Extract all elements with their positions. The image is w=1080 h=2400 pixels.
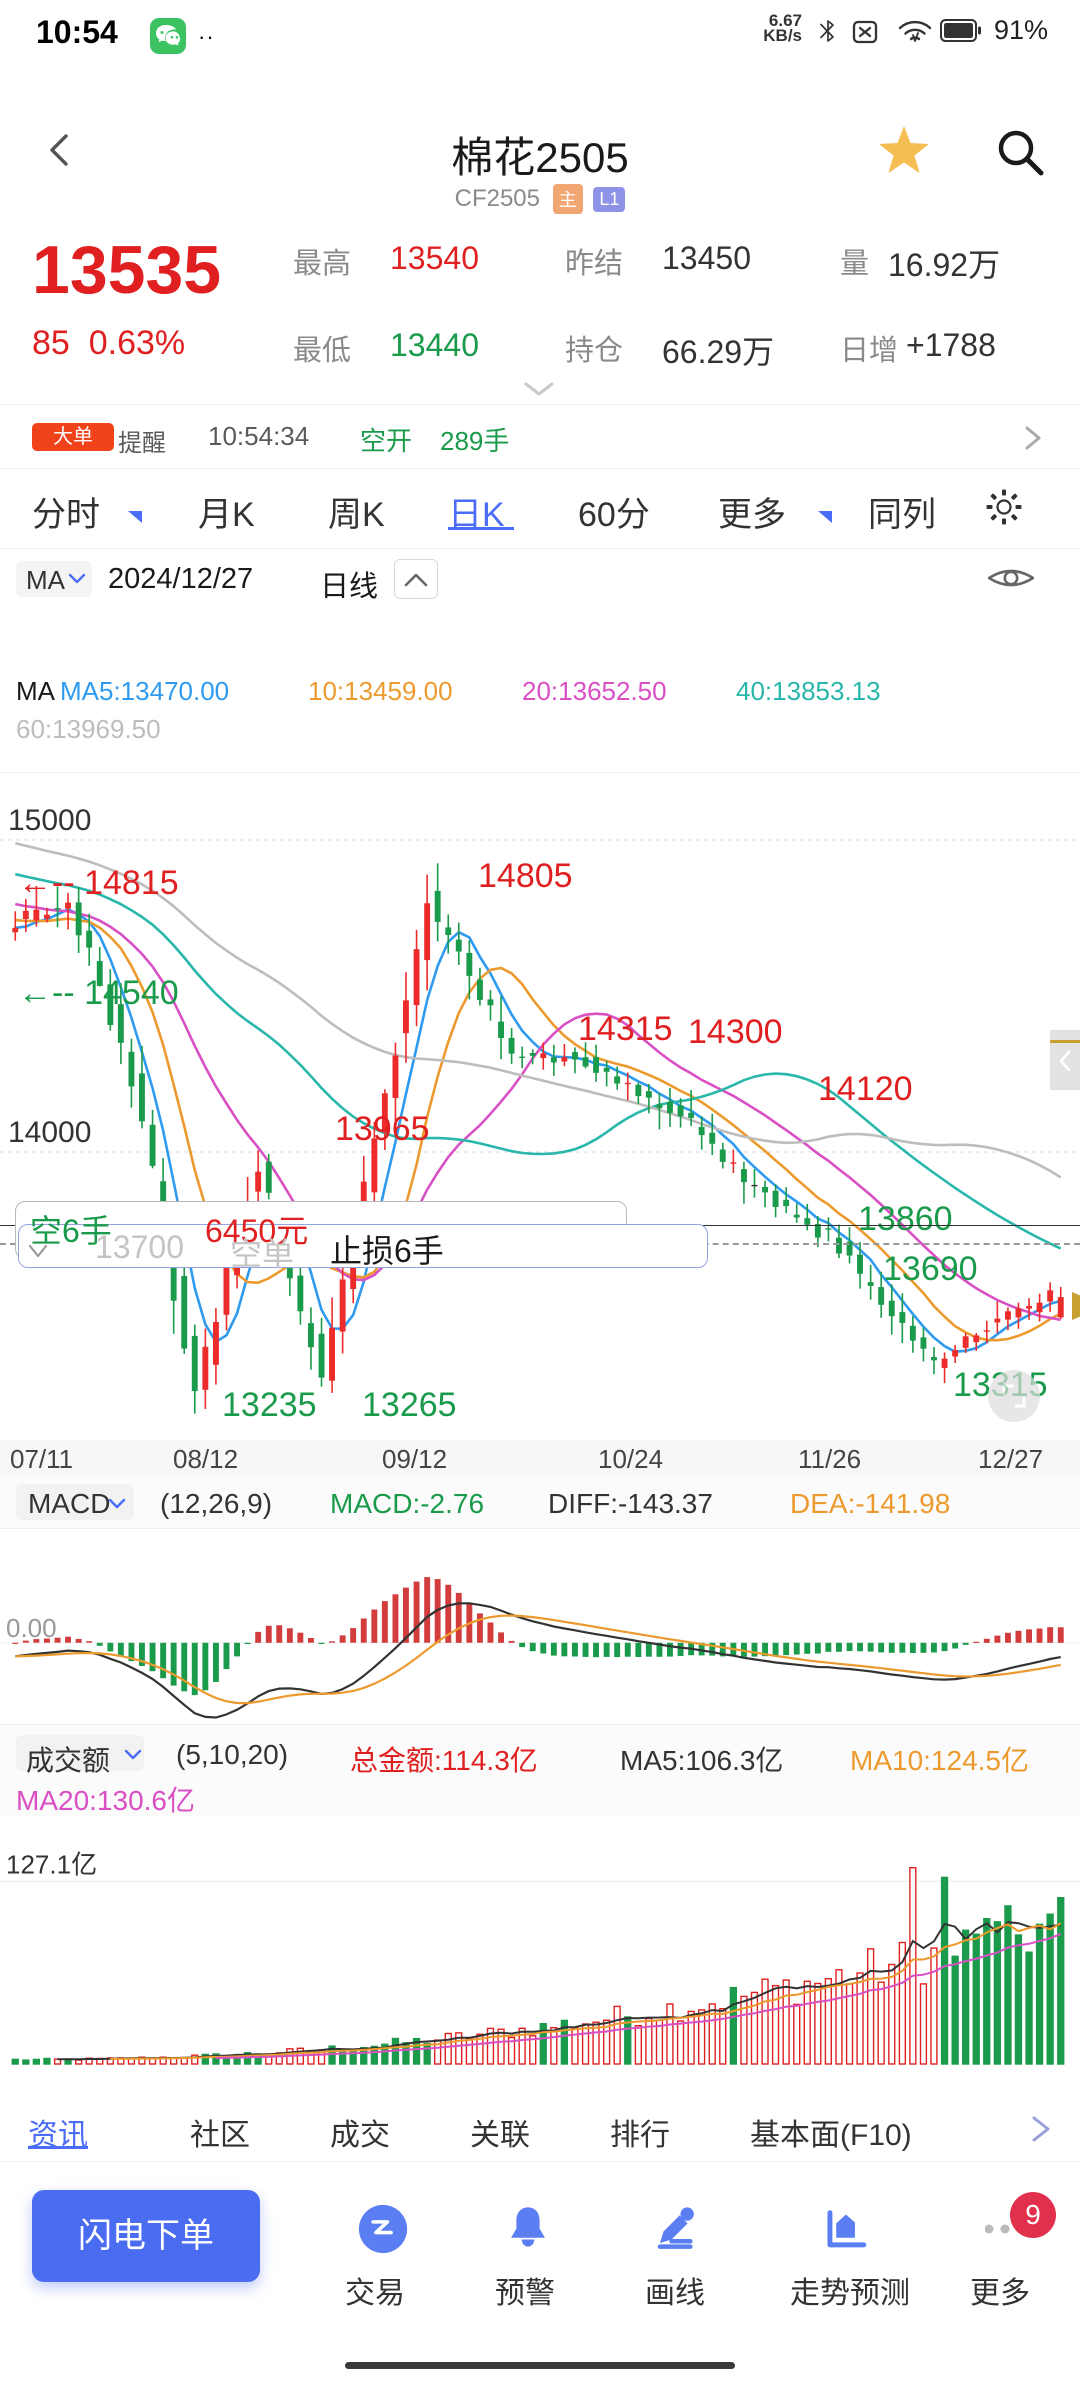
svg-text:0.00: 0.00: [6, 1613, 57, 1643]
svg-text:15000: 15000: [8, 804, 91, 837]
svg-text:14000: 14000: [8, 1116, 91, 1149]
svg-text:127.1亿: 127.1亿: [6, 1849, 97, 1879]
